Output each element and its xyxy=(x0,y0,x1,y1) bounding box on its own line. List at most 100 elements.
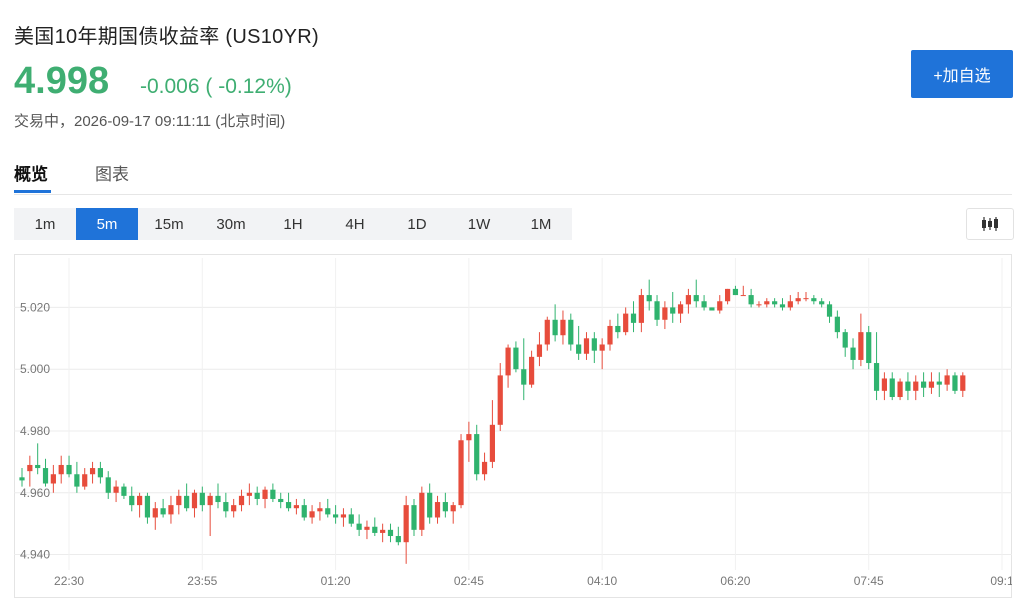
candle-body xyxy=(960,375,966,391)
candle-body xyxy=(560,319,566,336)
candle-body xyxy=(231,505,237,512)
candle-body xyxy=(442,502,448,512)
candle-body xyxy=(137,495,143,506)
period-1d[interactable]: 1D xyxy=(407,215,427,233)
candle-body xyxy=(340,514,347,518)
y-tick-label: 4.960 xyxy=(20,486,50,500)
x-tick-label: 06:20 xyxy=(720,574,750,588)
candle-body xyxy=(779,304,786,308)
x-tick-label: 02:45 xyxy=(454,574,484,588)
candle-body xyxy=(411,505,417,530)
candle-body xyxy=(732,288,739,296)
candle-body xyxy=(913,381,919,391)
candle-body xyxy=(74,474,80,487)
candle-body xyxy=(505,347,511,376)
candle-body xyxy=(238,495,245,506)
candle-body xyxy=(905,381,911,391)
period-1w[interactable]: 1W xyxy=(467,215,491,233)
candle-body xyxy=(521,369,527,385)
candle-body xyxy=(317,508,323,512)
candle-body xyxy=(544,319,550,345)
candle-body xyxy=(419,492,425,530)
current-price: 4.998 xyxy=(14,60,110,102)
candle-body xyxy=(654,301,660,320)
candle-body xyxy=(278,498,284,503)
candle-body xyxy=(670,307,676,314)
candle-body xyxy=(325,508,331,515)
candle-body xyxy=(97,468,103,478)
candlestick-icon xyxy=(982,217,998,231)
candle-body xyxy=(152,508,158,518)
candle-body xyxy=(254,492,260,499)
candle-body xyxy=(866,332,872,364)
candle-body xyxy=(105,477,111,493)
candle-body xyxy=(850,347,856,360)
candle-body xyxy=(638,295,644,323)
candle-body xyxy=(223,502,229,512)
candle-body xyxy=(262,489,268,499)
period-1mo[interactable]: 1M xyxy=(530,215,552,233)
candle-body xyxy=(285,502,292,509)
candle-body xyxy=(270,489,276,499)
tab-overview[interactable]: 概览 xyxy=(14,165,48,184)
add-to-watchlist-button[interactable]: +加自选 xyxy=(911,50,1013,98)
price-change: -0.006 ( -0.12%) xyxy=(140,75,292,98)
candle-body xyxy=(756,304,762,306)
candle-body xyxy=(772,301,778,305)
candle-body xyxy=(309,511,315,518)
period-15m[interactable]: 15m xyxy=(154,215,184,233)
candle-body xyxy=(677,304,684,314)
candle-body xyxy=(623,313,629,333)
candle-body xyxy=(427,492,433,518)
candle-body xyxy=(952,375,958,391)
period-5m[interactable]: 5m xyxy=(76,208,138,240)
candle-body xyxy=(536,344,543,357)
candle-body xyxy=(348,514,354,524)
candle-body xyxy=(481,461,488,475)
period-1h[interactable]: 1H xyxy=(283,215,303,233)
candle-body xyxy=(607,325,613,345)
period-30m[interactable]: 30m xyxy=(216,215,246,233)
candle-body xyxy=(803,298,809,300)
candle-body xyxy=(58,464,64,475)
candle-body xyxy=(301,505,307,518)
candle-body xyxy=(693,295,699,302)
x-tick-label: 07:45 xyxy=(854,574,884,588)
candle-body xyxy=(858,332,864,360)
candle-body xyxy=(129,495,135,506)
active-tab-indicator xyxy=(14,190,51,193)
candle-body xyxy=(293,505,299,509)
candle-body xyxy=(889,378,895,398)
candle-body xyxy=(842,332,848,348)
tab-chart[interactable]: 图表 xyxy=(95,165,129,184)
chart-frame xyxy=(14,254,1012,598)
candle-body xyxy=(630,313,637,323)
candle-body xyxy=(121,486,127,496)
candle-body xyxy=(709,307,715,311)
trading-status: 交易中，2026-09-17 09:11:11 (北京时间) xyxy=(14,113,286,130)
candle-body xyxy=(35,464,41,469)
candle-body xyxy=(583,338,590,354)
candle-body xyxy=(646,295,652,302)
candle-body xyxy=(662,307,668,320)
candle-body xyxy=(795,298,801,302)
candle-body xyxy=(591,338,597,351)
price-chart[interactable]: 4.940 4.960 4.980 5.000 5.020 22:30 23:55 01:20… xyxy=(14,254,1012,598)
candle-body xyxy=(66,464,72,475)
period-1m[interactable]: 1m xyxy=(34,215,56,233)
candle-body xyxy=(811,298,817,302)
candle-body xyxy=(184,495,190,509)
period-4h[interactable]: 4H xyxy=(345,215,365,233)
tab-bar: 概览 图表 xyxy=(14,150,1012,195)
candle-body xyxy=(387,529,394,537)
candle-body xyxy=(176,495,182,506)
chart-type-button[interactable] xyxy=(966,208,1014,240)
candle-body xyxy=(497,375,503,425)
candle-body xyxy=(826,304,833,317)
candle-body xyxy=(944,375,950,385)
candle-body xyxy=(552,319,558,336)
candle-body xyxy=(466,434,472,441)
page-title: 美国10年期国债收益率 (US10YR) xyxy=(14,26,319,48)
candle-body xyxy=(834,316,840,333)
candle-body xyxy=(787,301,793,308)
